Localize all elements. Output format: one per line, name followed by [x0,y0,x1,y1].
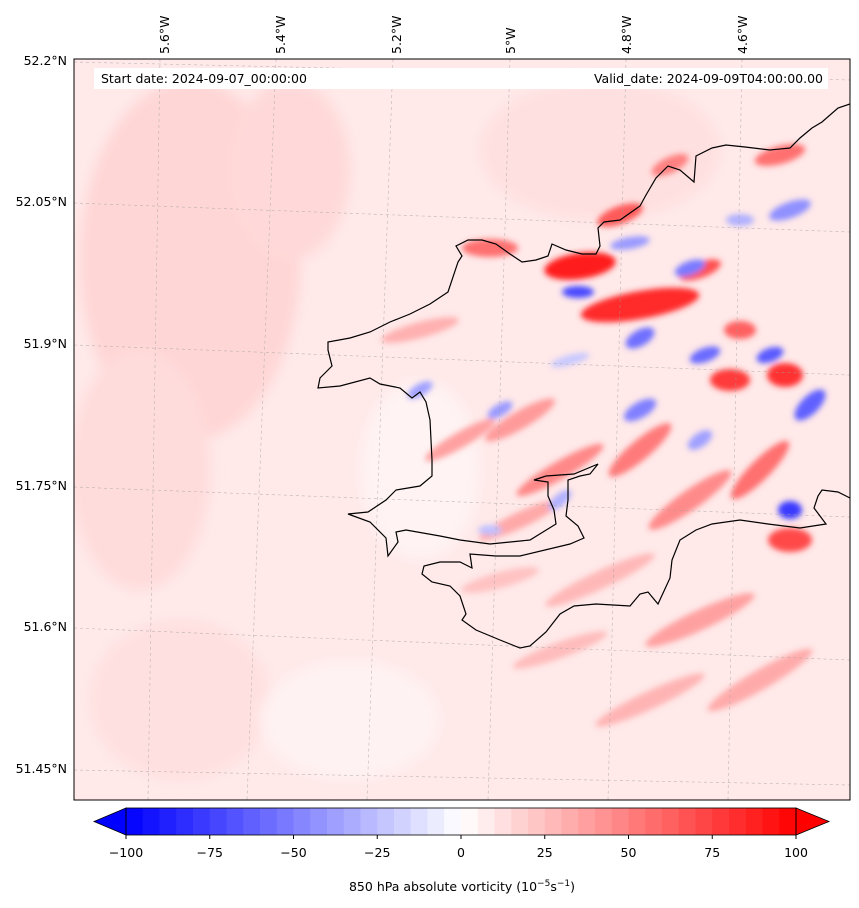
colorbar-segment [494,808,512,835]
colorbar-segment [343,808,362,835]
colorbar-segment [578,808,596,835]
colorbar-segment [695,808,713,835]
colorbar-label: 850 hPa absolute vorticity (10−5s−1) [349,879,575,894]
colorbar-segment [377,808,395,835]
lat-label: 51.9°N [24,336,67,351]
colorbar-tick-label: −75 [197,845,223,860]
lat-label: 51.45°N [16,761,67,776]
header-box [94,68,828,89]
lon-label: 5.6°W [157,16,172,55]
colorbar-tick-label: −50 [280,845,306,860]
lat-label: 51.75°N [16,478,67,493]
lat-label: 51.6°N [24,619,67,634]
colorbar-segment [628,808,646,835]
lon-labels: 5.6°W 5.4°W 5.2°W 5°W 4.8°W 4.6°W [157,16,750,55]
colorbar-segment [712,808,730,835]
colorbar-tick-label: 50 [621,845,637,860]
colorbar-segment [126,808,144,835]
colorbar-segment [662,808,680,835]
colorbar-segment [595,808,613,835]
colorbar-segment [678,808,697,835]
colorbar-segment [159,808,177,835]
colorbar-extend-high [795,807,831,836]
colorbar-segment [142,808,161,835]
colorbar-segment [729,808,747,835]
lon-label: 5°W [503,27,518,54]
start-date-label: Start date: 2024-09-07_00:00:00 [101,71,307,86]
colorbar-segment [327,808,345,835]
colorbar-tick-label: 100 [784,845,808,860]
colorbar-segment [260,808,278,835]
colorbar-segment [762,808,780,835]
colorbar-segment [544,808,563,835]
colorbar-segment [209,808,228,835]
colorbar-tick-label: 0 [457,845,465,860]
colorbar-segment [410,808,429,835]
colorbar-segment [444,808,462,835]
lat-labels: 52.2°N 52.05°N 51.9°N 51.75°N 51.6°N 51.… [16,53,67,776]
colorbar-segment [511,808,529,835]
colorbar-segment [243,808,261,835]
colorbar-segment [461,808,479,835]
map-panel[interactable] [70,59,850,800]
colorbar-segment [779,808,797,835]
colorbar-segment [561,808,579,835]
colorbar-segment [226,808,244,835]
colorbar-segment [276,808,295,835]
colorbar-tick-label: 25 [537,845,553,860]
colorbar-segment [745,808,764,835]
colorbar-segment [176,808,194,835]
lat-label: 52.05°N [16,194,67,209]
lon-label: 5.2°W [389,16,404,55]
colorbar-ticks: −100 −75 −50 −25 0 25 50 75 100 [109,835,808,860]
colorbar-segment [611,808,630,835]
colorbar [92,807,831,836]
colorbar-segment [293,808,311,835]
lon-label: 5.4°W [273,16,288,55]
lon-label: 4.8°W [619,16,634,55]
map-frame [73,58,851,801]
colorbar-tick-label: 75 [704,845,720,860]
colorbar-segment [645,808,663,835]
vorticity-field [74,80,720,780]
colorbar-segment [310,808,328,835]
lat-label: 52.2°N [24,53,67,68]
colorbar-extend-low [92,807,127,836]
colorbar-segment [427,808,445,835]
colorbar-segment [394,808,412,835]
colorbar-segment [360,808,378,835]
colorbar-segment [477,808,496,835]
valid-date-label: Valid_date: 2024-09-09T04:00:00.00 [594,71,823,86]
coastline [317,103,850,649]
colorbar-segment [193,808,211,835]
colorbar-tick-label: −25 [364,845,390,860]
colorbar-tick-label: −100 [109,845,143,860]
lon-label: 4.6°W [735,16,750,55]
vorticity-streaks [381,144,826,727]
colorbar-segment [528,808,546,835]
